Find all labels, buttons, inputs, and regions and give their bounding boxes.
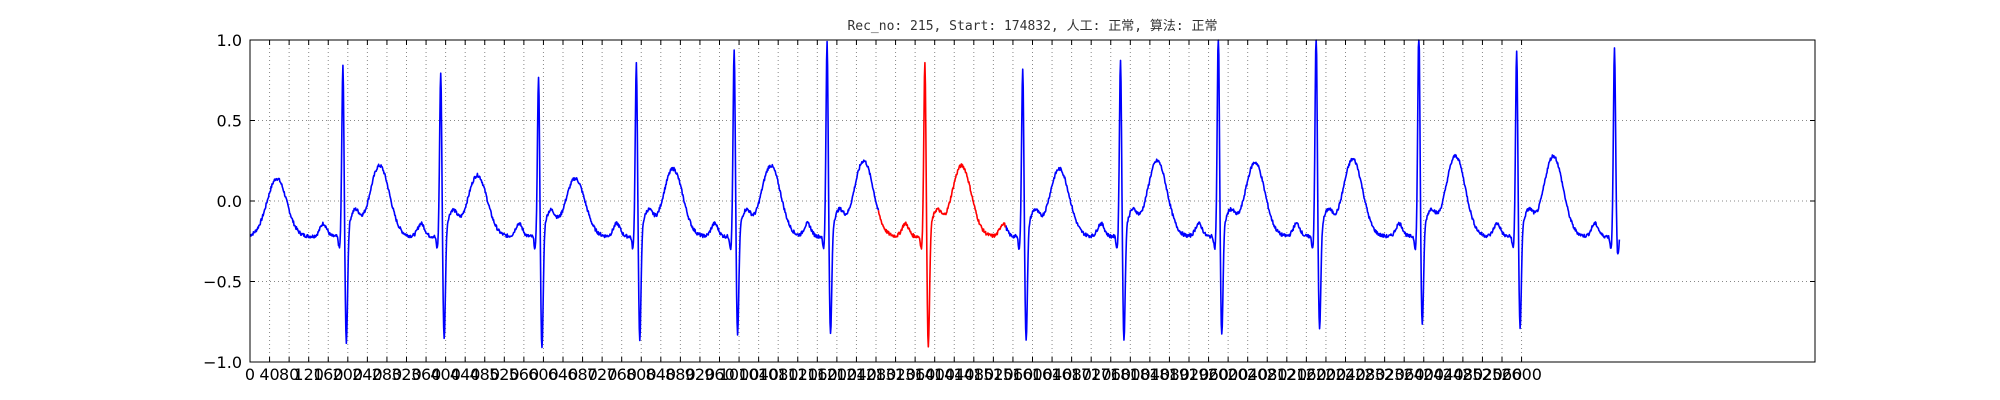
x-tick-label: 1840	[1130, 365, 1171, 384]
x-tick-label: 840	[646, 365, 677, 384]
x-tick-label: 1800	[1110, 365, 1151, 384]
ecg-series-0-line	[249, 40, 880, 349]
x-tick-label: 1640	[1032, 365, 1073, 384]
x-tick-label: 2320	[1364, 365, 1405, 384]
x-tick-label: 280	[372, 365, 403, 384]
x-tick-label: 1760	[1090, 365, 1131, 384]
series-layer	[249, 39, 1621, 349]
x-tick-label: 1040	[738, 365, 779, 384]
x-tick-label: 2560	[1482, 365, 1523, 384]
x-tick-label: 480	[469, 365, 500, 384]
x-tick-label: 520	[489, 365, 520, 384]
x-tick-label: 1440	[934, 365, 975, 384]
x-tick-label: 1680	[1051, 365, 1092, 384]
x-tick-label: 2080	[1247, 365, 1288, 384]
x-tick-label: 1400	[914, 365, 955, 384]
x-tick-label: 1200	[817, 365, 858, 384]
x-tick-label: 2280	[1345, 365, 1386, 384]
x-tick-label: 400	[430, 365, 461, 384]
x-tick-label: 600	[528, 365, 559, 384]
x-tick-label: 880	[665, 365, 696, 384]
x-tick-label: 40	[259, 365, 279, 384]
x-tick-label: 1880	[1149, 365, 1190, 384]
x-tick-label: 440	[450, 365, 481, 384]
y-axis-ticks: −1.0 −0.5 0.0 0.5 1.0	[203, 31, 1815, 372]
x-tick-label: 1560	[993, 365, 1034, 384]
y-tick-label: −0.5	[203, 273, 242, 292]
x-tick-label: 1480	[953, 365, 994, 384]
x-tick-label: 2000	[1208, 365, 1249, 384]
x-tick-label: 80	[279, 365, 299, 384]
x-tick-label: 2120	[1266, 365, 1307, 384]
x-tick-label: 720	[587, 365, 618, 384]
x-tick-label: 1000	[719, 365, 760, 384]
x-tick-label: 1720	[1071, 365, 1112, 384]
x-tick-label: 920	[685, 365, 716, 384]
x-tick-label: 640	[548, 365, 579, 384]
x-tick-label: 2400	[1403, 365, 1444, 384]
x-tick-label: 320	[391, 365, 422, 384]
x-tick-label: 2440	[1423, 365, 1464, 384]
x-tick-label: 200	[333, 365, 364, 384]
y-tick-label: −1.0	[203, 353, 242, 372]
x-tick-label: 2160	[1286, 365, 1327, 384]
x-tick-label: 1920	[1169, 365, 1210, 384]
x-tick-label: 680	[567, 365, 598, 384]
x-tick-label: 2480	[1443, 365, 1484, 384]
x-tick-label: 160	[313, 365, 344, 384]
x-tick-label: 2520	[1462, 365, 1503, 384]
grid-lines	[249, 39, 1815, 363]
x-tick-label: 1240	[836, 365, 877, 384]
x-tick-label: 2360	[1384, 365, 1425, 384]
y-tick-label: 0.5	[217, 112, 242, 131]
x-tick-label: 1960	[1188, 365, 1229, 384]
ecg-series-1-line	[877, 61, 1007, 348]
x-tick-label: 1520	[973, 365, 1014, 384]
y-tick-label: 0.0	[217, 192, 242, 211]
x-tick-label: 1600	[1012, 365, 1053, 384]
y-tick-label: 1.0	[217, 31, 242, 50]
x-tick-label: 1160	[797, 365, 838, 384]
x-tick-label: 0	[245, 365, 255, 384]
x-tick-label: 120	[293, 365, 324, 384]
x-tick-label: 760	[606, 365, 637, 384]
x-tick-label: 800	[626, 365, 657, 384]
x-tick-label: 1080	[758, 365, 799, 384]
x-tick-label: 1120	[777, 365, 818, 384]
ecg-series-0-line	[1005, 39, 1621, 341]
x-tick-label: 1320	[875, 365, 916, 384]
x-axis-ticks: 0 40 8012016020024028032036040044048052056…	[245, 40, 1542, 384]
chart-title: Rec_no: 215, Start: 174832, 人工: 正常, 算法: …	[847, 19, 1217, 34]
x-tick-label: 1280	[856, 365, 897, 384]
x-tick-label: 360	[411, 365, 442, 384]
x-tick-label: 2040	[1227, 365, 1268, 384]
x-tick-label: 1360	[895, 365, 936, 384]
x-tick-label: 2240	[1325, 365, 1366, 384]
x-tick-label: 240	[352, 365, 383, 384]
x-tick-label: 2600	[1501, 365, 1542, 384]
x-tick-label: 960	[704, 365, 735, 384]
x-tick-label: 2200	[1306, 365, 1347, 384]
x-tick-label: 560	[509, 365, 540, 384]
